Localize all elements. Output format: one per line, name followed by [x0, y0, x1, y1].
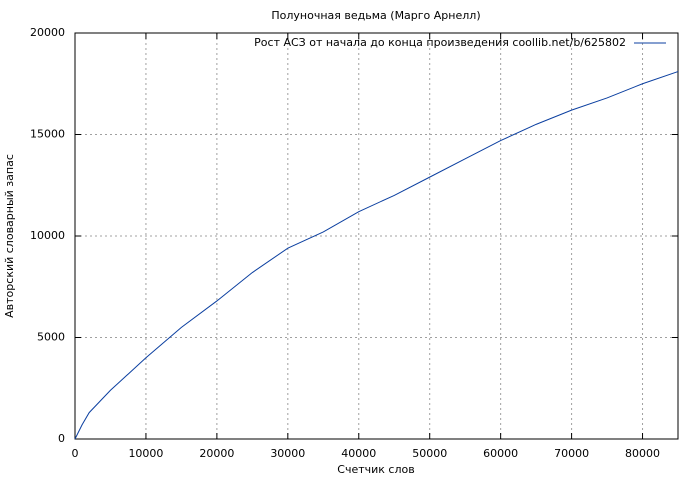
- y-axis-label: Авторский словарный запас: [3, 154, 16, 318]
- y-tick-label: 20000: [30, 26, 65, 39]
- x-tick-label: 0: [72, 447, 79, 460]
- x-tick-label: 60000: [483, 447, 518, 460]
- x-tick-label: 20000: [199, 447, 234, 460]
- x-axis-label: Счетчик слов: [337, 463, 414, 476]
- data-line: [74, 71, 679, 440]
- x-tick-label: 50000: [412, 447, 447, 460]
- x-tick-label: 80000: [625, 447, 660, 460]
- y-tick-label: 0: [58, 432, 65, 445]
- chart-title: Полуночная ведьма (Марго Арнелл): [271, 9, 480, 22]
- x-tick-label: 10000: [128, 447, 163, 460]
- y-tick-label: 10000: [30, 229, 65, 242]
- y-tick-label: 5000: [37, 331, 65, 344]
- x-tick-label: 30000: [270, 447, 305, 460]
- legend-label: Рост АСЗ от начала до конца произведения…: [254, 36, 626, 49]
- x-tick-label: 40000: [341, 447, 376, 460]
- x-tick-label: 70000: [554, 447, 589, 460]
- plot-frame: [74, 32, 679, 440]
- y-tick-label: 15000: [30, 128, 65, 141]
